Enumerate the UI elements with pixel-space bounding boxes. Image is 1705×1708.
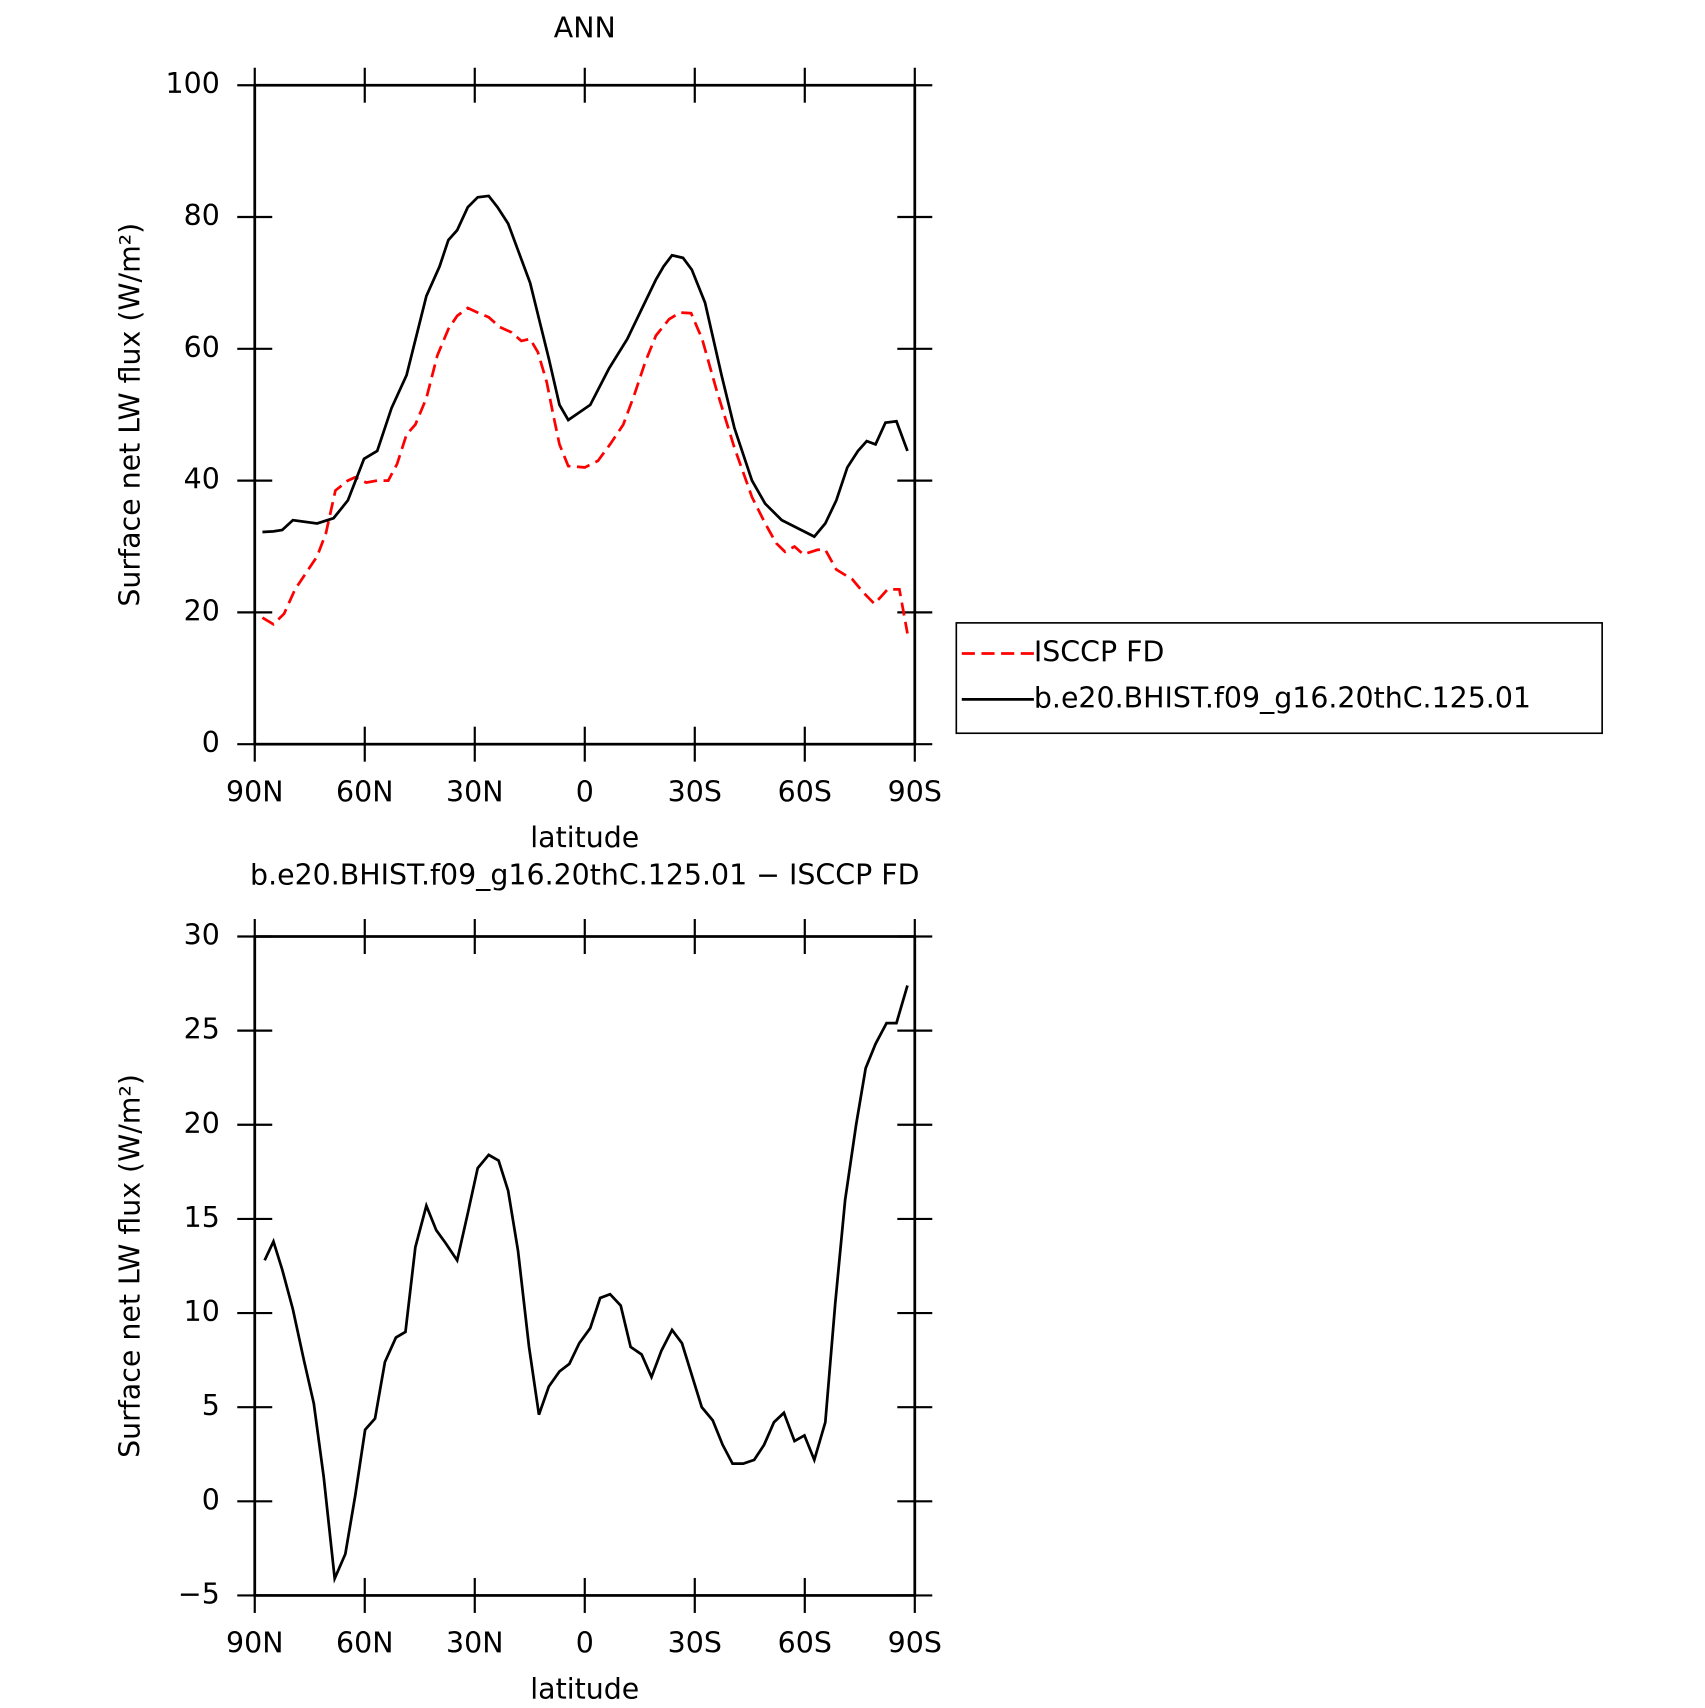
y-tick-label: 10: [184, 1295, 220, 1328]
x-tick-label: 60N: [336, 775, 393, 808]
y-tick-label: 0: [202, 1483, 220, 1516]
x-tick-label: 30N: [446, 775, 503, 808]
x-tick-label: 90N: [226, 775, 283, 808]
y-tick-label: 100: [166, 67, 220, 100]
y-tick-label: 25: [184, 1013, 220, 1046]
plot-frame: [253, 83, 917, 746]
series-line: [263, 985, 909, 1584]
y-axis-label: Surface net LW flux (W/m²): [113, 1074, 146, 1458]
legend-label: b.e20.BHIST.f09_g16.20thC.125.01: [1034, 681, 1531, 714]
x-tick-label: 30N: [446, 1627, 503, 1660]
y-tick-label: 20: [184, 594, 220, 627]
x-tick-label: 60S: [778, 775, 832, 808]
y-tick-label: 5: [202, 1389, 220, 1422]
y-tick-label: 80: [184, 199, 220, 232]
x-tick-label: 90S: [888, 775, 942, 808]
x-tick-label: 60N: [336, 1627, 393, 1660]
x-tick-label: 90N: [226, 1627, 283, 1660]
x-tick-label: 0: [576, 775, 594, 808]
x-axis-label: latitude: [530, 1673, 639, 1706]
chart-title: ANN: [554, 12, 616, 45]
y-tick-label: 15: [184, 1201, 220, 1234]
x-tick-label: 60S: [778, 1627, 832, 1660]
x-axis-label: latitude: [530, 821, 639, 854]
y-tick-label: 40: [184, 463, 220, 496]
y-tick-label: 60: [184, 331, 220, 364]
y-tick-label: 0: [202, 726, 220, 759]
x-tick-label: 90S: [888, 1627, 942, 1660]
y-tick-label: 20: [184, 1107, 220, 1140]
legend-box: [955, 622, 1603, 735]
x-tick-label: 0: [576, 1627, 594, 1660]
y-axis-label: Surface net LW flux (W/m²): [113, 223, 146, 607]
legend-label: ISCCP FD: [1034, 635, 1164, 668]
plot-frame: [253, 935, 917, 1597]
x-tick-label: 30S: [668, 1627, 722, 1660]
y-tick-label: 30: [184, 919, 220, 952]
series-line: [262, 194, 909, 539]
chart-title: b.e20.BHIST.f09_g16.20thC.125.01 − ISCCP…: [250, 858, 919, 891]
y-tick-label: −5: [178, 1577, 220, 1610]
series-line: [261, 306, 909, 634]
x-tick-label: 30S: [668, 775, 722, 808]
